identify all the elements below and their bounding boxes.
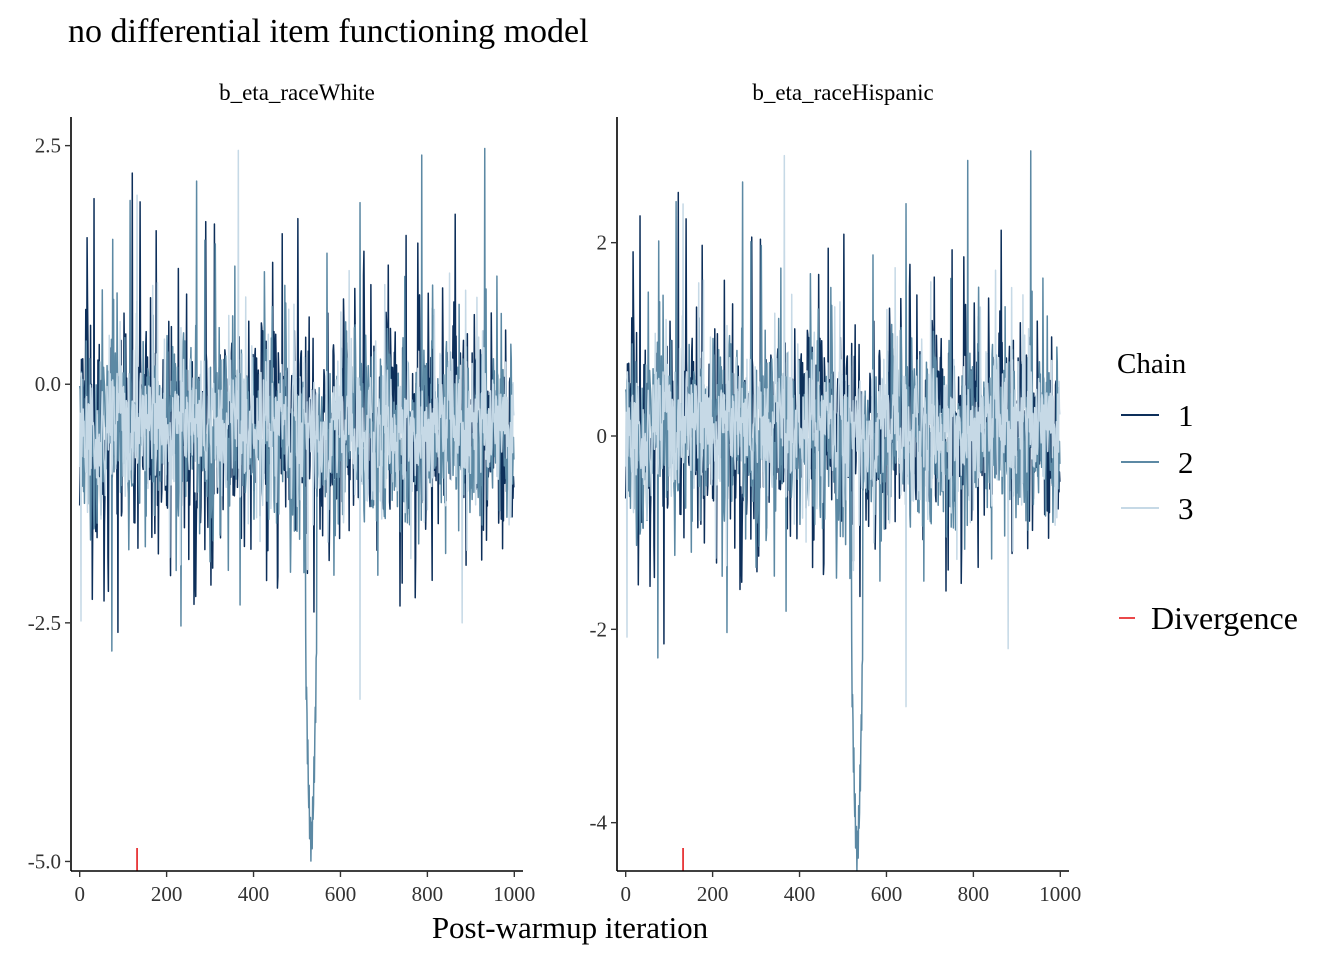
x-tick-label: 600 — [325, 882, 357, 906]
chain-traces — [78, 147, 515, 862]
chain-3-trace — [78, 149, 515, 700]
x-tick-label: 1000 — [1039, 882, 1081, 906]
x-tick-label: 600 — [871, 882, 903, 906]
chain-traces — [624, 150, 1061, 872]
legend-chain-2-label: 2 — [1178, 445, 1194, 480]
legend-divergence-label: Divergence — [1151, 600, 1298, 636]
x-axis-label: Post-warmup iteration — [432, 910, 709, 945]
y-tick-label: -2 — [590, 617, 608, 641]
y-tick-label: -4 — [590, 811, 608, 835]
legend-title: Chain — [1117, 348, 1187, 380]
panel-b-eta-racehispanic: b_eta_raceHispanic -4 -2 0 2 0 200 400 600 800 1… — [590, 80, 1082, 906]
y-axis-ticks: -5.0 -2.5 0.0 2.5 — [28, 134, 71, 873]
figure-title: no differential item functioning model — [68, 13, 589, 50]
x-tick-label: 400 — [784, 882, 816, 906]
legend: Chain 1 2 3 Divergence — [1117, 348, 1298, 636]
x-tick-label: 800 — [412, 882, 444, 906]
legend-chain-items: 1 2 3 — [1121, 398, 1194, 526]
x-tick-label: 1000 — [493, 882, 535, 906]
legend-chain-3-label: 3 — [1178, 491, 1194, 526]
chain-2-trace — [624, 150, 1061, 872]
x-tick-label: 200 — [697, 882, 729, 906]
x-tick-label: 0 — [74, 882, 85, 906]
panel-strip-label: b_eta_raceHispanic — [752, 80, 933, 105]
x-axis-ticks: 0 200 400 600 800 1000 — [620, 871, 1081, 906]
panel-b-eta-racewhite: b_eta_raceWhite -5.0 -2.5 0.0 2.5 0 200 400 60… — [28, 80, 536, 906]
panel-strip-label: b_eta_raceWhite — [219, 80, 375, 105]
y-axis-ticks: -4 -2 0 2 — [590, 231, 617, 835]
x-tick-label: 0 — [620, 882, 631, 906]
x-tick-label: 800 — [958, 882, 990, 906]
legend-chain-1-label: 1 — [1178, 398, 1194, 433]
y-tick-label: 0.0 — [35, 372, 61, 396]
y-tick-label: -5.0 — [28, 849, 61, 873]
x-axis-ticks: 0 200 400 600 800 1000 — [74, 871, 535, 906]
x-tick-label: 200 — [151, 882, 183, 906]
y-tick-label: 2 — [597, 231, 608, 255]
y-tick-label: 2.5 — [35, 134, 61, 158]
y-tick-label: -2.5 — [28, 611, 61, 635]
chain-3-trace — [624, 154, 1061, 708]
y-tick-label: 0 — [597, 424, 608, 448]
x-tick-label: 400 — [238, 882, 270, 906]
